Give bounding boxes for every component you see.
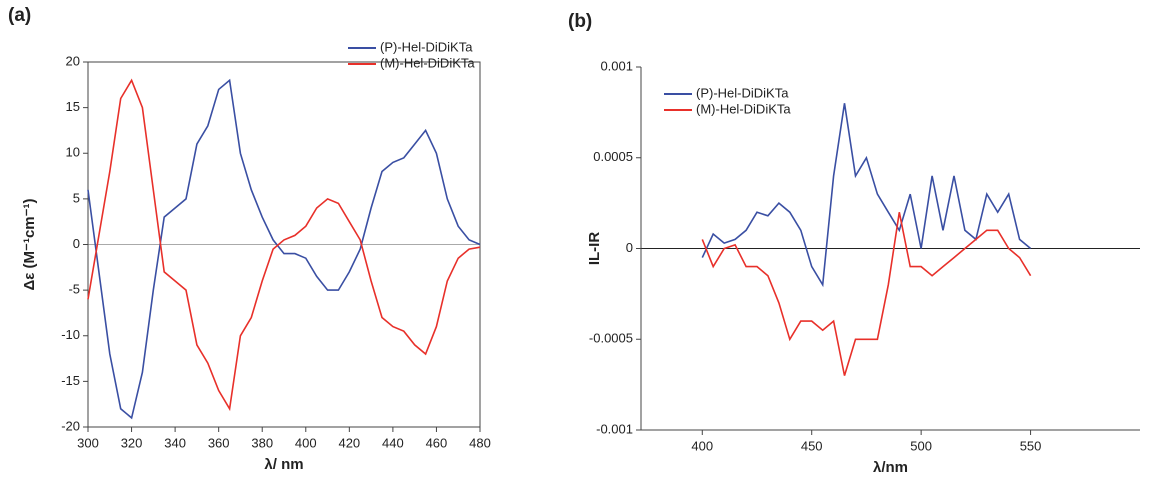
x-tick-label: 480: [469, 435, 491, 450]
series-line: [87, 78, 481, 412]
x-tick-label: 300: [77, 435, 99, 450]
panel-label: (a): [8, 5, 31, 26]
series-line: [701, 212, 1032, 376]
y-tick-label: 0.0005: [593, 149, 633, 164]
x-tick-label: 450: [801, 438, 823, 453]
y-tick-label: 20: [66, 53, 80, 68]
x-tick-label: 550: [1020, 438, 1042, 453]
legend-label: (M)-Hel-DiDiKTa: [696, 101, 791, 116]
y-tick-label: 15: [66, 99, 80, 114]
y-tick-label: -0.0005: [589, 331, 633, 346]
series-line: [701, 103, 1032, 288]
x-tick-label: 400: [295, 435, 317, 450]
series-line: [87, 78, 481, 420]
x-tick-label: 320: [121, 435, 143, 450]
x-tick-label: 400: [691, 438, 713, 453]
y-axis-label: IL-IR: [586, 232, 603, 265]
y-tick-label: 5: [73, 190, 80, 205]
y-tick-label: -0.001: [596, 421, 633, 436]
y-tick-label: -10: [61, 327, 80, 342]
y-axis-label: Δε (M⁻¹cm⁻¹): [21, 198, 38, 290]
y-tick-label: -5: [68, 282, 80, 297]
panel-label: (b): [568, 11, 592, 32]
x-tick-label: 340: [164, 435, 186, 450]
y-tick-label: 0: [626, 240, 633, 255]
x-tick-label: 460: [426, 435, 448, 450]
x-tick-label: 440: [382, 435, 404, 450]
legend-label: (M)-Hel-DiDiKTa: [380, 55, 475, 70]
x-tick-label: 380: [251, 435, 273, 450]
y-tick-label: -15: [61, 373, 80, 388]
x-tick-label: 360: [208, 435, 230, 450]
x-tick-label: 500: [910, 438, 932, 453]
y-tick-label: -20: [61, 418, 80, 433]
x-tick-label: 420: [338, 435, 360, 450]
legend-label: (P)-Hel-DiDiKTa: [380, 39, 473, 54]
y-tick-label: 0: [73, 236, 80, 251]
legend-label: (P)-Hel-DiDiKTa: [696, 85, 789, 100]
y-tick-label: 10: [66, 145, 80, 160]
x-axis-label: λ/ nm: [264, 456, 303, 473]
x-axis-label: λ/nm: [873, 459, 908, 476]
y-tick-label: 0.001: [600, 58, 633, 73]
